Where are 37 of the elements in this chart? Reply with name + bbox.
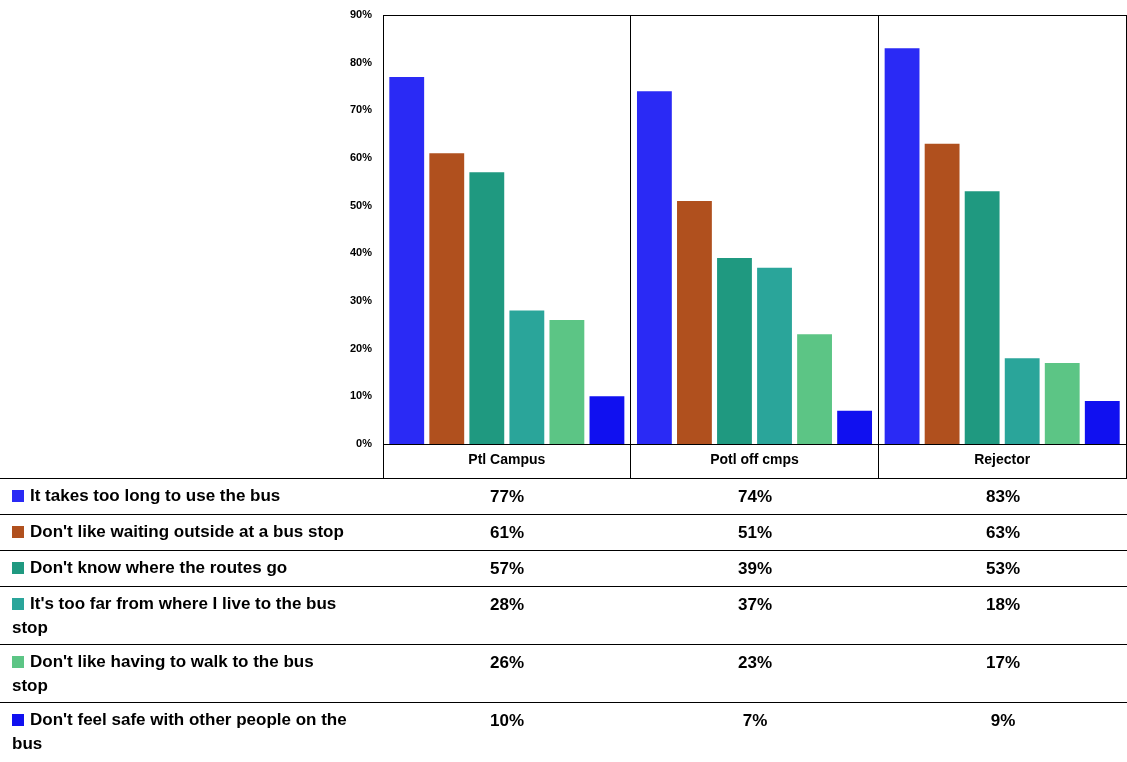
y-tick-label: 10% bbox=[349, 389, 373, 402]
y-tick-label: 60% bbox=[349, 151, 373, 164]
data-label: 18% bbox=[985, 594, 1021, 616]
data-label: 51% bbox=[737, 522, 773, 544]
legend-label: It takes too long to use the bus bbox=[30, 486, 281, 505]
legend-label: Don't feel safe with other people on the bus bbox=[12, 710, 347, 753]
data-label: 37% bbox=[737, 594, 773, 616]
data-label: 10% bbox=[489, 710, 525, 732]
data-label: 53% bbox=[985, 558, 1021, 580]
data-label: 77% bbox=[489, 486, 525, 508]
x-tick-label: Ptl Campus bbox=[468, 451, 546, 468]
y-tick-label: 90% bbox=[349, 8, 373, 21]
legend-label: Don't like waiting outside at a bus stop bbox=[30, 522, 344, 541]
y-tick-label: 80% bbox=[349, 55, 373, 68]
x-tick-label: Rejector bbox=[974, 451, 1031, 468]
data-label: 57% bbox=[489, 558, 525, 580]
y-tick-label: 0% bbox=[356, 437, 373, 450]
legend-label: Don't know where the routes go bbox=[30, 558, 288, 577]
legend-label: Don't like having to walk to the bus stop bbox=[12, 652, 314, 695]
data-label: 23% bbox=[737, 652, 773, 674]
data-label: 63% bbox=[985, 522, 1021, 544]
legend-label: It's too far from where I live to the bus stop bbox=[12, 594, 337, 637]
y-tick-label: 70% bbox=[349, 103, 373, 116]
y-tick-label: 50% bbox=[349, 198, 373, 211]
data-label: 26% bbox=[489, 652, 525, 674]
data-label: 17% bbox=[985, 652, 1021, 674]
y-tick-label: 20% bbox=[349, 341, 373, 354]
data-label: 9% bbox=[989, 710, 1017, 732]
data-label: 39% bbox=[737, 558, 773, 580]
x-tick-label: Potl off cmps bbox=[710, 451, 800, 468]
data-label: 7% bbox=[741, 710, 769, 732]
data-label: 28% bbox=[489, 594, 525, 616]
data-label: 83% bbox=[985, 486, 1021, 508]
y-tick-label: 30% bbox=[349, 294, 373, 307]
data-label: 61% bbox=[489, 522, 525, 544]
y-tick-label: 40% bbox=[349, 246, 373, 259]
data-label: 74% bbox=[737, 486, 773, 508]
